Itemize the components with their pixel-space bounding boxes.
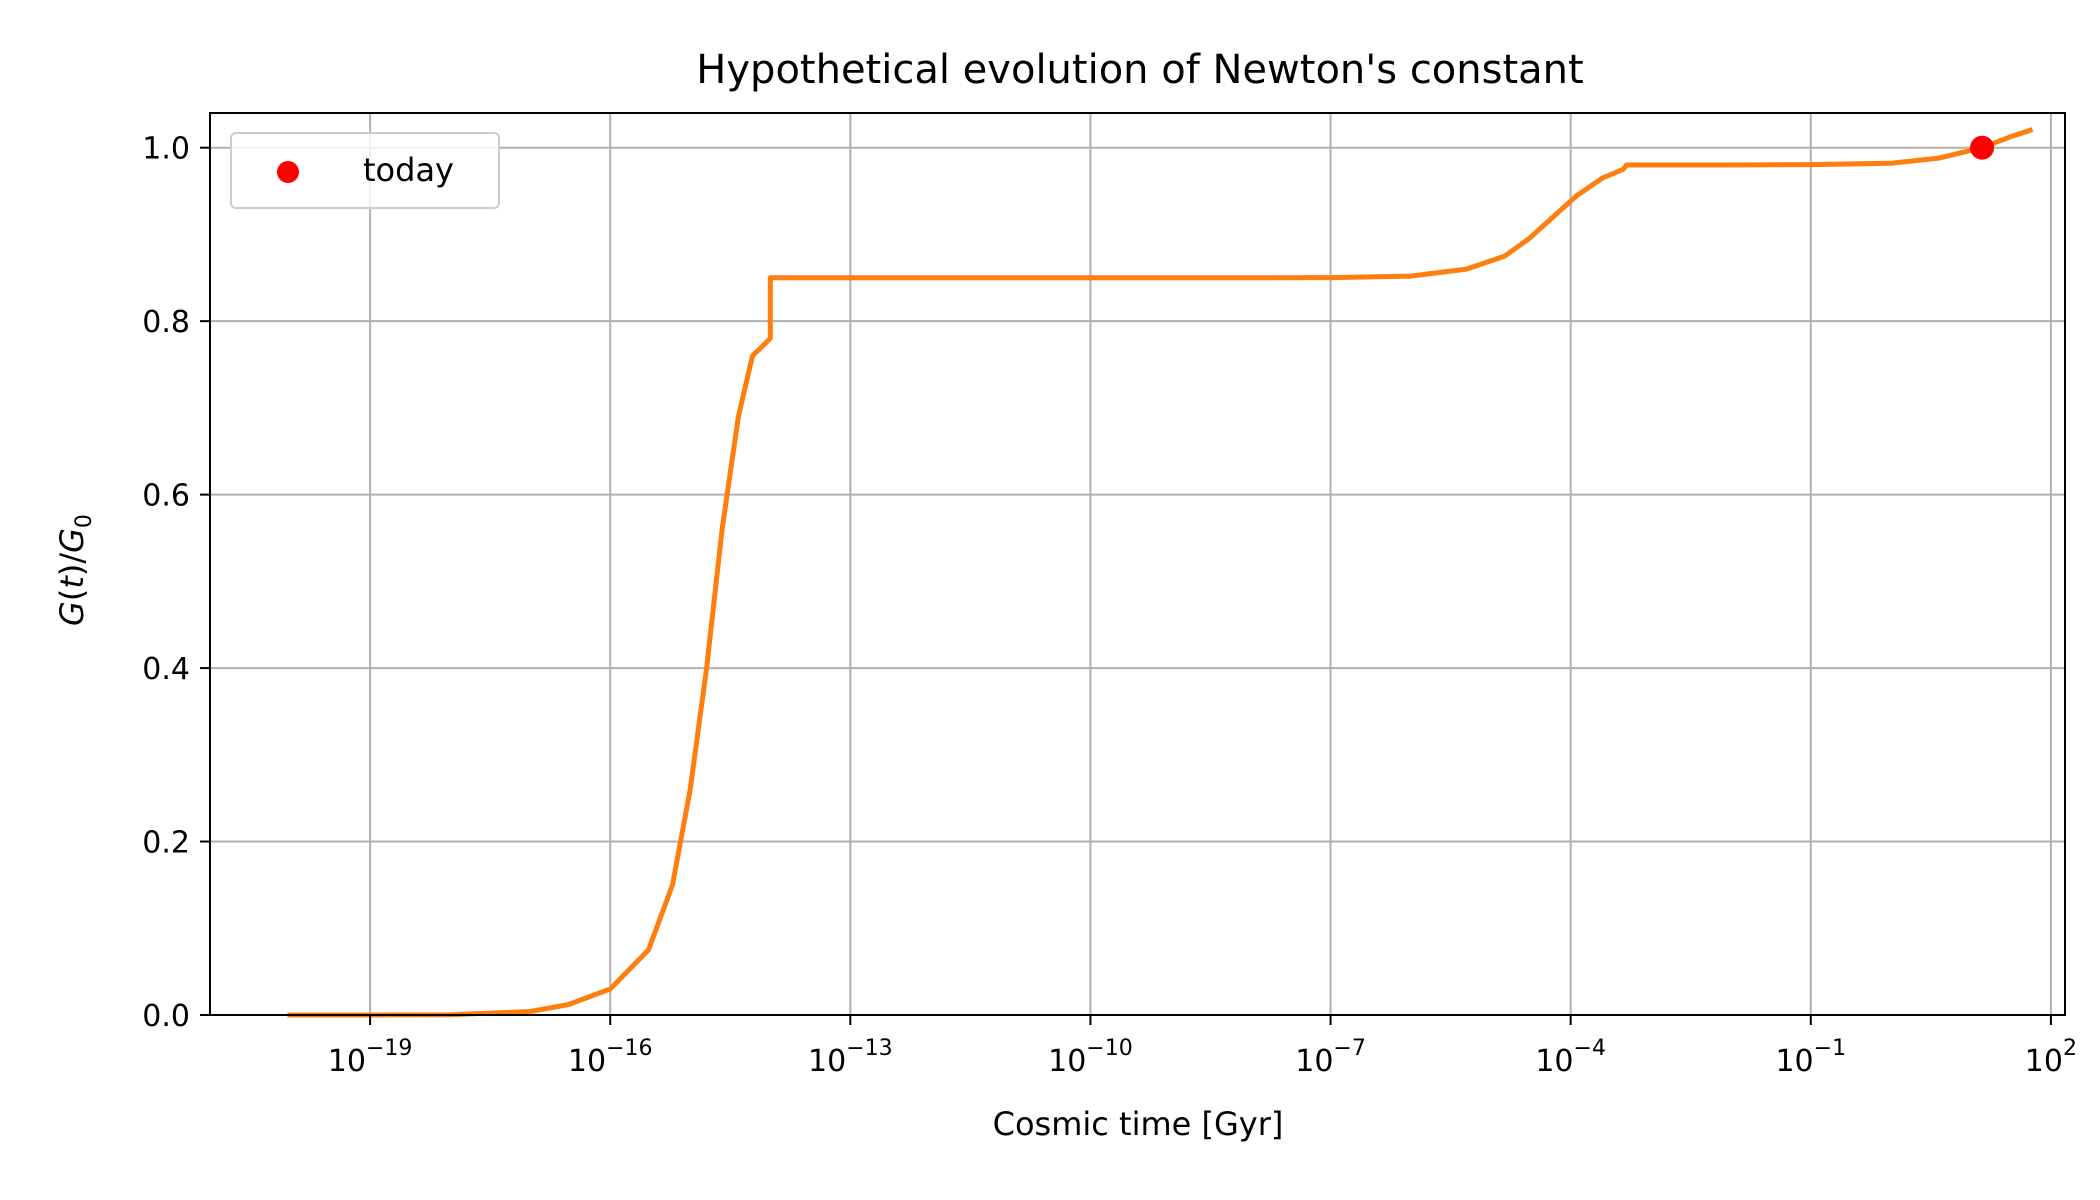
x-tick-label: 10−13 — [808, 1036, 893, 1079]
y-label-t: t — [53, 575, 91, 589]
series-layer — [287, 127, 2034, 1018]
y-label-g: G — [53, 601, 91, 626]
y-tick-label: 0.4 — [142, 652, 190, 687]
x-axis: 10−19 10−16 10−13 10−10 10−7 10−4 10−1 102 — [328, 1015, 2077, 1079]
x-tick-label: 10−19 — [328, 1036, 413, 1079]
x-tick-label: 10−7 — [1295, 1036, 1366, 1079]
y-axis: 0.0 0.2 0.4 0.6 0.8 1.0 — [142, 132, 210, 1034]
legend-box — [230, 132, 500, 209]
x-tick-label: 10−1 — [1775, 1036, 1846, 1079]
y-label-subscript: 0 — [72, 514, 97, 528]
x-tick-label: 10−4 — [1535, 1036, 1606, 1079]
chart-title: Hypothetical evolution of Newton's const… — [696, 47, 1583, 93]
y-tick-label: 0.6 — [142, 479, 190, 514]
x-axis-label: Cosmic time [Gyr] — [993, 1105, 1284, 1143]
x-tick-label: 10−16 — [568, 1036, 653, 1079]
marker-layer — [1970, 135, 1995, 160]
y-label-paren-close: )/ — [53, 553, 91, 576]
legend: today — [230, 132, 500, 209]
y-tick-label: 1.0 — [142, 132, 190, 167]
y-tick-label: 0.2 — [142, 826, 190, 861]
plot-frame — [209, 112, 2066, 1016]
x-tick-label: 10−10 — [1048, 1036, 1133, 1079]
y-label-g0: G — [53, 528, 91, 553]
x-tick-label: 102 — [2025, 1036, 2077, 1079]
legend-label-today: today — [363, 151, 454, 189]
y-tick-label: 0.0 — [142, 999, 190, 1034]
series-line-0 — [287, 127, 2034, 1018]
legend-marker-today — [277, 161, 299, 183]
y-label-paren-open: ( — [53, 589, 91, 601]
point-marker-today — [1970, 135, 1995, 160]
y-tick-label: 0.8 — [142, 305, 190, 340]
y-axis-label: G(t)/G0 — [53, 514, 97, 626]
